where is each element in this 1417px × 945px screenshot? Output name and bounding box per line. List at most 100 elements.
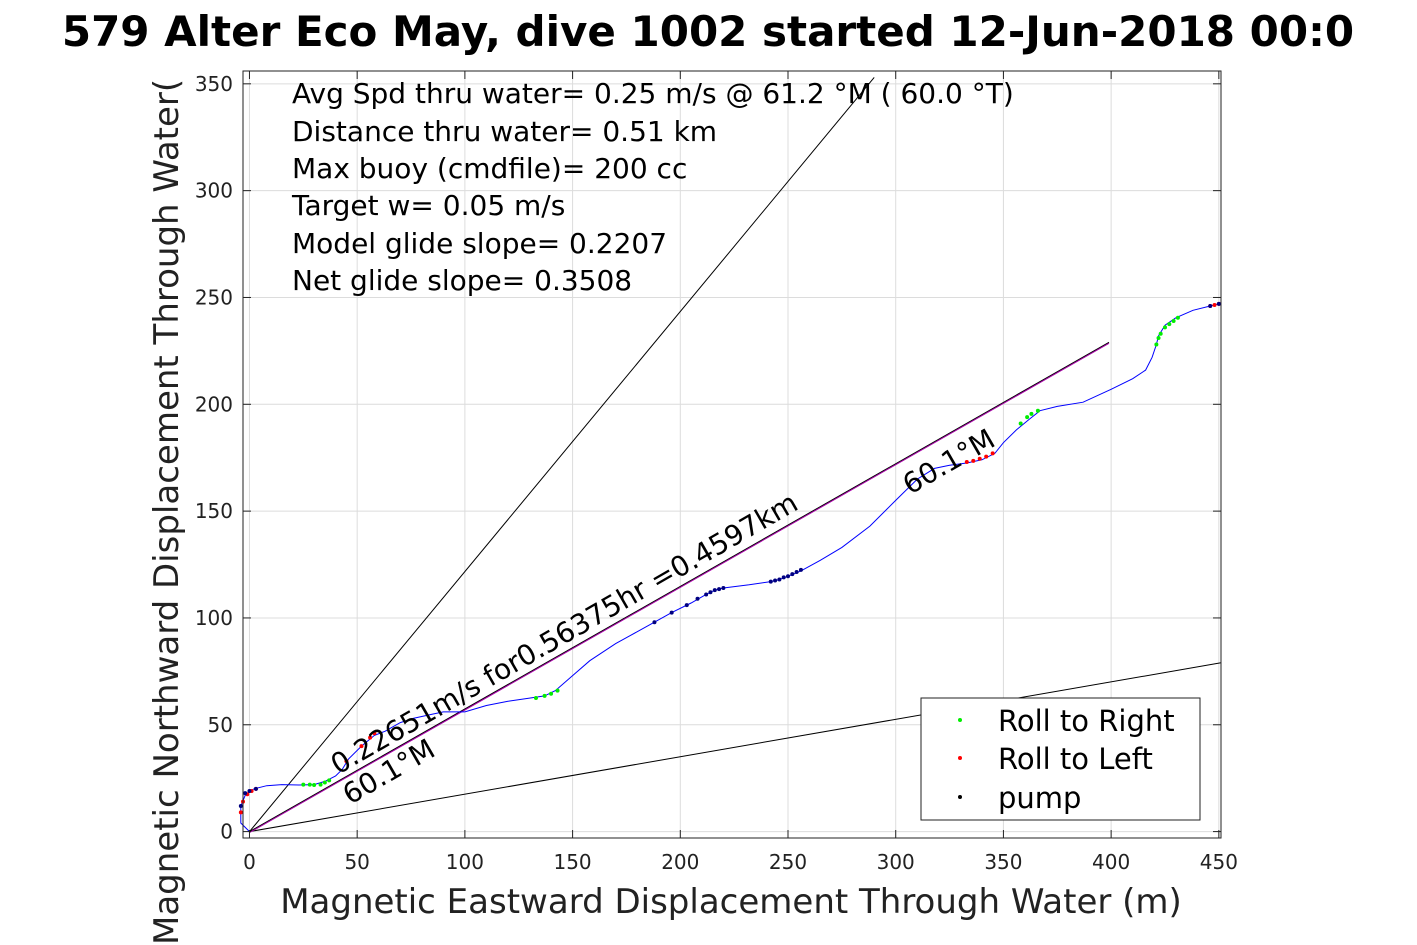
x-tick-label: 200	[661, 850, 699, 874]
pump-point	[794, 570, 799, 575]
roll-right-point	[533, 696, 538, 701]
x-tick-label: 250	[769, 850, 807, 874]
roll-right-point	[1154, 342, 1159, 347]
roll-right-point	[542, 693, 547, 698]
roll-right-point	[1029, 411, 1034, 416]
info-line-target-w: Target w= 0.05 m/s	[291, 189, 565, 222]
heading-line	[249, 341, 1110, 834]
plot-frame	[242, 70, 1222, 839]
roll-left-point	[964, 459, 969, 464]
y-tick-label: 50	[208, 713, 233, 737]
roll-right-point	[1167, 322, 1172, 327]
info-line-distance: Distance thru water= 0.51 km	[292, 115, 717, 148]
roll-left-point	[977, 456, 982, 461]
info-line-net-glide: Net glide slope= 0.3508	[292, 264, 632, 297]
y-tick-label: 350	[195, 72, 233, 96]
pump-point	[768, 579, 773, 584]
pump-point	[786, 574, 791, 579]
grid	[243, 71, 1221, 838]
y-tick-label: 200	[195, 392, 233, 416]
roll-right-point	[1162, 325, 1167, 330]
roll-left-point	[1212, 302, 1217, 307]
legend-marker-pump	[958, 795, 962, 799]
roll-left-point	[368, 735, 373, 740]
pump-point	[253, 786, 258, 791]
pump-point	[684, 603, 689, 608]
heading-line-black	[249, 341, 1110, 833]
cone-upper-line	[249, 77, 875, 832]
cone-lines	[249, 77, 1222, 833]
pump-point	[247, 788, 252, 793]
info-line-max-buoy: Max buoy (cmdfile)= 200 cc	[292, 152, 687, 185]
pump-point	[790, 572, 795, 577]
heading-line-magenta	[249, 342, 1110, 834]
roll-right-point	[322, 780, 327, 785]
ticks: 0 50 100 150 200 250 300 350 400 450 0 50 100 150 200 2…	[195, 71, 1238, 874]
info-line-avg-speed: Avg Spd thru water= 0.25 m/s @ 61.2 °M (…	[292, 77, 1014, 110]
info-box: Avg Spd thru water= 0.25 m/s @ 61.2 °M (…	[291, 77, 1014, 297]
pump-point	[781, 575, 786, 580]
roll-left-point	[984, 454, 989, 459]
pump-point	[1216, 301, 1221, 306]
roll-right-point	[555, 688, 560, 693]
roll-right-point	[1158, 331, 1163, 336]
x-tick-label: 50	[344, 850, 369, 874]
legend-marker-roll-right	[958, 718, 962, 722]
x-tick-label: 0	[243, 850, 256, 874]
roll-left-point	[238, 810, 243, 815]
roll-left-point	[372, 731, 377, 736]
pump-point	[717, 587, 722, 592]
y-tick-label: 150	[195, 499, 233, 523]
pump-point	[652, 620, 657, 625]
roll-right-point	[549, 691, 554, 696]
roll-right-point	[327, 778, 332, 783]
roll-right-point	[318, 782, 323, 787]
legend: Roll to Right Roll to Left pump	[920, 697, 1201, 821]
roll-right-point	[1171, 318, 1176, 323]
roll-right-point	[307, 782, 312, 787]
legend-marker-roll-left	[958, 756, 962, 760]
pump-point	[777, 577, 782, 582]
pump-point	[721, 586, 726, 591]
y-tick-label: 250	[195, 285, 233, 309]
info-line-model-glide: Model glide slope= 0.2207	[292, 227, 667, 260]
pump-point	[669, 610, 674, 615]
pump-point	[798, 567, 803, 572]
legend-label-pump: pump	[998, 781, 1081, 815]
roll-left-point	[344, 759, 349, 764]
legend-box	[920, 697, 1201, 821]
y-tick-label: 0	[220, 820, 233, 844]
y-tick-label: 300	[195, 179, 233, 203]
roll-right-point	[1175, 315, 1180, 320]
pump-point	[708, 590, 713, 595]
roll-right-point	[1035, 408, 1040, 413]
x-tick-label: 350	[984, 850, 1022, 874]
pump-point	[243, 791, 248, 796]
pump-point	[773, 578, 778, 583]
roll-right-point	[312, 783, 317, 788]
x-tick-label: 300	[877, 850, 915, 874]
plot-area: 0 50 100 150 200 250 300 350 400 450 0 50 100 150 200 2…	[195, 70, 1238, 874]
roll-right-point	[1156, 336, 1161, 341]
roll-right-point	[1018, 421, 1023, 426]
y-axis-label: Magnetic Northward Displacement Through …	[147, 79, 187, 945]
pump-point	[704, 592, 709, 597]
x-tick-label: 150	[553, 850, 591, 874]
cone-lower-line	[249, 662, 1222, 833]
markers	[238, 301, 1221, 815]
legend-label-roll-left: Roll to Left	[998, 742, 1153, 776]
roll-right-point	[1025, 415, 1030, 420]
pump-point	[1208, 304, 1213, 309]
chart-title: 579 Alter Eco May, dive 1002 started 12-…	[62, 7, 1354, 56]
roll-left-point	[990, 451, 995, 456]
pump-point	[712, 588, 717, 593]
y-tick-label: 100	[195, 606, 233, 630]
roll-right-point	[301, 782, 306, 787]
roll-left-point	[971, 458, 976, 463]
pump-point	[695, 596, 700, 601]
x-tick-label: 400	[1092, 850, 1130, 874]
pump-point	[238, 803, 243, 808]
legend-label-roll-right: Roll to Right	[998, 704, 1175, 738]
x-tick-label: 450	[1200, 850, 1238, 874]
x-axis-label: Magnetic Eastward Displacement Through W…	[280, 882, 1182, 922]
